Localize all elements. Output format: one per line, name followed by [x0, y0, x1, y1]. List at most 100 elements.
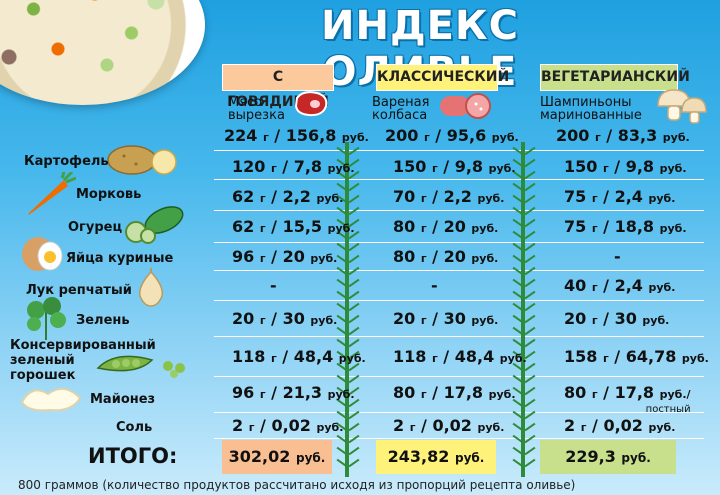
cell-classic: - — [431, 276, 438, 295]
meat-steak-icon — [294, 91, 328, 117]
sausage-icon — [440, 93, 491, 119]
row-separator — [214, 438, 704, 439]
leaf-mark — [524, 278, 536, 288]
total-label: ИТОГО: — [88, 444, 178, 468]
leaf-mark — [348, 326, 360, 336]
row-label-herbs: Зелень — [76, 313, 130, 328]
row-label-potato: Картофель — [24, 154, 109, 169]
cell-vegetarian: 158 г / 64,78 руб. — [564, 347, 709, 366]
cell-vegetarian: 20 г / 30 руб. — [564, 309, 670, 328]
mushroom-icon — [657, 89, 707, 124]
row-separator — [214, 412, 704, 413]
cell-vegetarian: 75 г / 2,4 руб. — [564, 187, 676, 206]
row-separator — [214, 242, 704, 243]
leaf-mark — [348, 338, 360, 348]
cell-vegetarian: 2 г / 0,02 руб. — [564, 416, 676, 435]
leaf-mark — [348, 254, 360, 264]
leaf-mark — [524, 146, 536, 156]
cell-classic: 2 г / 0,02 руб. — [393, 416, 505, 435]
row-label-carrot: Морковь — [76, 187, 142, 202]
potato-icon — [107, 145, 177, 175]
row-separator — [214, 150, 704, 151]
row-label-mayonnaise: Майонез — [90, 392, 156, 407]
cell-beef: 62 г / 15,5 руб. — [232, 217, 355, 236]
leaf-mark — [348, 182, 360, 192]
leaf-mark — [524, 158, 536, 168]
total-vegetarian: 229,3 руб. — [540, 440, 676, 474]
onion-icon — [138, 268, 164, 307]
leaf-mark — [524, 302, 536, 312]
cell-vegetarian: 80 г / 17,8 руб./постный — [564, 383, 691, 416]
cell-classic: 80 г / 20 руб. — [393, 247, 499, 266]
column-header-beef: С ГОВЯДИНОЙ — [222, 64, 334, 110]
leaf-mark — [524, 398, 536, 408]
row-label-salt: Соль — [116, 420, 153, 435]
lean-note: постный — [645, 404, 691, 415]
carrot-icon — [28, 172, 76, 215]
leaf-mark — [524, 386, 536, 396]
row-separator — [214, 300, 704, 301]
row-separator — [214, 179, 704, 180]
leaf-mark — [524, 434, 536, 444]
cucumber-icon — [125, 206, 184, 244]
cell-classic: 200 г / 95,6 руб. — [385, 126, 519, 145]
leaf-mark — [348, 266, 360, 276]
cell-classic: 150 г / 9,8 руб. — [393, 157, 516, 176]
leaf-mark — [524, 290, 536, 300]
row-label-cucumber: Огурец — [68, 220, 123, 235]
leaf-mark — [524, 458, 536, 468]
cell-beef: 62 г / 2,2 руб. — [232, 187, 344, 206]
leaf-mark — [348, 302, 360, 312]
cell-classic: 20 г / 30 руб. — [393, 309, 499, 328]
row-separator — [214, 336, 704, 337]
leaf-mark — [348, 314, 360, 324]
main-ingredient-vegetarian-label: Шампиньоны маринованные — [540, 95, 642, 123]
leaf-mark — [524, 218, 536, 228]
total-beef: 302,02 руб. — [222, 440, 332, 474]
total-classic: 243,82 руб. — [376, 440, 496, 474]
cell-beef: 96 г / 20 руб. — [232, 247, 338, 266]
cell-beef: 224 г / 156,8 руб. — [224, 126, 369, 145]
cell-vegetarian: 75 г / 18,8 руб. — [564, 217, 687, 236]
cell-beef: - — [270, 276, 277, 295]
leaf-mark — [348, 194, 360, 204]
leaf-mark — [524, 266, 536, 276]
leaf-mark — [524, 338, 536, 348]
leaf-mark — [348, 446, 360, 456]
cell-vegetarian: 150 г / 9,8 руб. — [564, 157, 687, 176]
cell-beef: 2 г / 0,02 руб. — [232, 416, 344, 435]
cell-vegetarian: 40 г / 2,4 руб. — [564, 276, 676, 295]
footnote: 800 граммов (количество продуктов рассчи… — [18, 478, 576, 492]
row-separator — [214, 210, 704, 211]
leaf-mark — [348, 278, 360, 288]
leaf-mark — [524, 446, 536, 456]
cell-beef: 96 г / 21,3 руб. — [232, 383, 355, 402]
leaf-mark — [524, 242, 536, 252]
cell-beef: 118 г / 48,4 руб. — [232, 347, 366, 366]
main-ingredient-classic-label: Вареная колбаса — [372, 95, 430, 123]
mayonnaise-icon — [20, 387, 82, 412]
leaf-mark — [348, 206, 360, 216]
cell-classic: 118 г / 48,4 руб. — [393, 347, 527, 366]
leaf-mark — [524, 182, 536, 192]
cell-classic: 70 г / 2,2 руб. — [393, 187, 505, 206]
cell-beef: 20 г / 30 руб. — [232, 309, 338, 328]
cell-classic: 80 г / 17,8 руб. — [393, 383, 516, 402]
cell-beef: 120 г / 7,8 руб. — [232, 157, 355, 176]
leaf-mark — [524, 314, 536, 324]
row-label-onion: Лук репчатый — [26, 283, 132, 298]
leaf-mark — [524, 194, 536, 204]
leaf-mark — [348, 422, 360, 432]
cell-vegetarian: - — [614, 247, 621, 266]
leaf-mark — [524, 254, 536, 264]
leaf-mark — [348, 242, 360, 252]
row-label-eggs: Яйца куриные — [66, 251, 174, 266]
leaf-mark — [524, 422, 536, 432]
row-separator — [214, 270, 704, 271]
main-ingredient-beef-label: Мясо вырезка — [228, 95, 285, 123]
peas-icon — [96, 355, 185, 378]
leaf-mark — [348, 458, 360, 468]
leaf-mark — [348, 146, 360, 156]
row-label-peas: Консервированный зеленый горошек — [10, 338, 156, 383]
